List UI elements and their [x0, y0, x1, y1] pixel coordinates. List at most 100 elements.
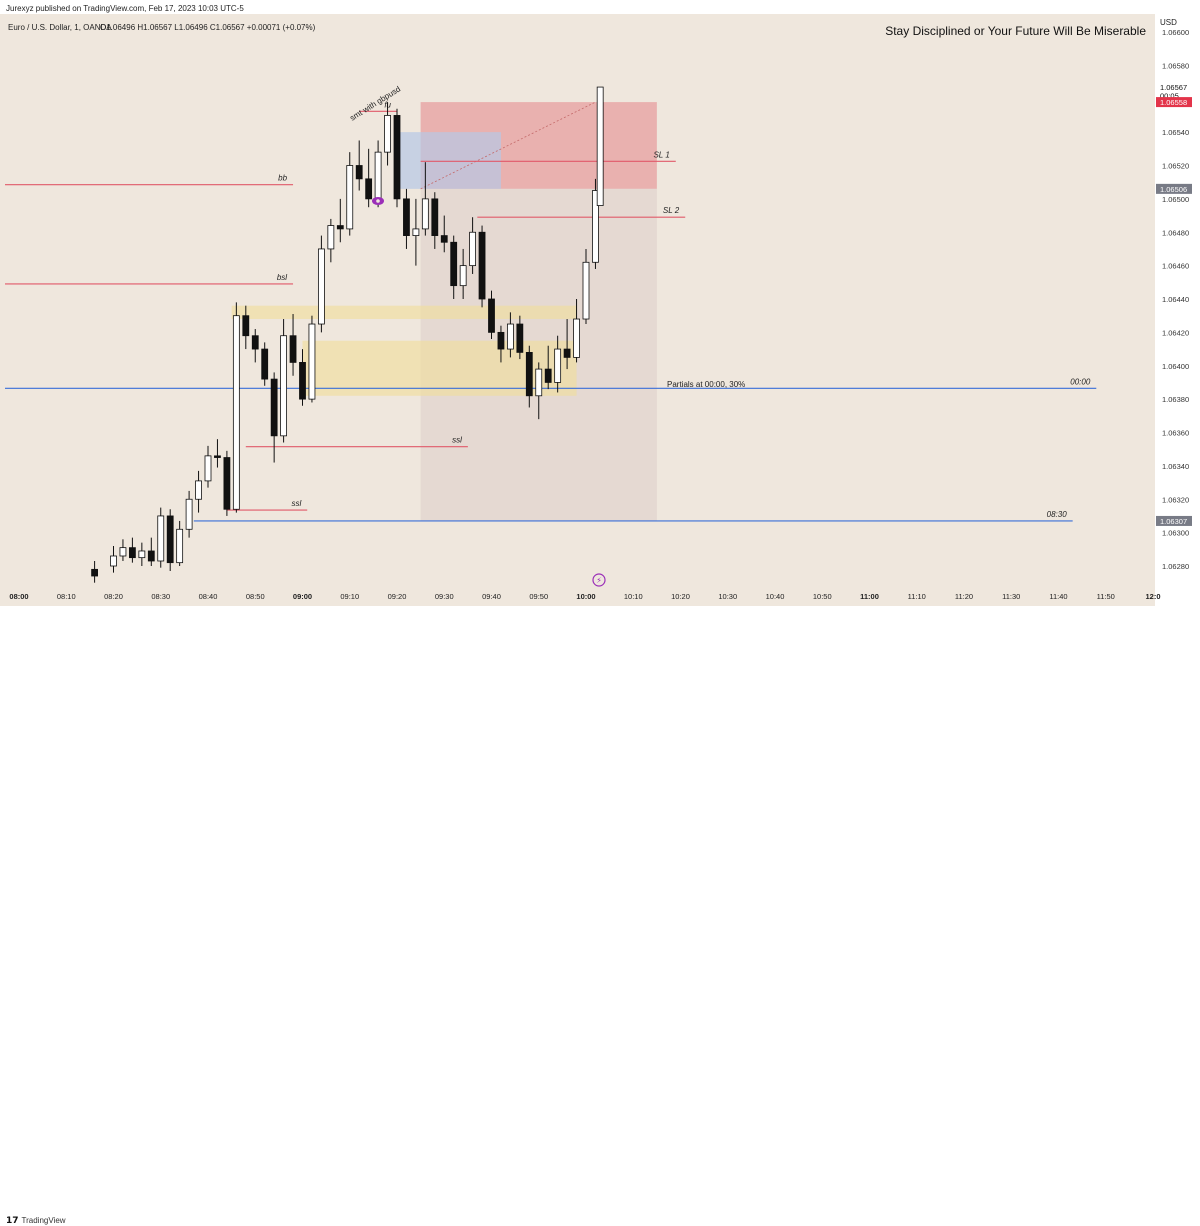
- candle-body-5: [147, 550, 155, 562]
- candle-body-42: [497, 331, 505, 350]
- y-tick-7: 1.06440: [1162, 295, 1189, 304]
- x-tick-21: 11:30: [1002, 592, 1020, 601]
- candle-body-29: [374, 151, 382, 200]
- candle-body-24: [327, 225, 335, 250]
- price-label-bg-3: [1156, 183, 1192, 194]
- eye-pupil-icon: [376, 199, 380, 203]
- chart-headline: Stay Disciplined or Your Future Will Be …: [885, 24, 1146, 38]
- lightning-icon: ⚡: [596, 576, 602, 585]
- candle-body-30: [384, 115, 391, 153]
- x-tick-15: 10:30: [718, 592, 737, 601]
- x-tick-4: 08:40: [199, 592, 218, 601]
- x-tick-12: 10:00: [576, 592, 595, 601]
- x-tick-6: 09:00: [293, 592, 312, 601]
- y-tick-1: 1.06580: [1162, 61, 1189, 70]
- candle-body-32: [403, 198, 410, 236]
- level-label-8: 08:30: [1047, 510, 1068, 519]
- candle-body-25: [336, 225, 344, 230]
- candle-body-33: [412, 228, 420, 236]
- candle-body-19: [280, 335, 288, 437]
- candle-body-16: [251, 335, 259, 350]
- y-axis-ticks: 1.06600 1.06580 1.06540 1.06520 1.06500 1.064…: [1156, 28, 1192, 571]
- currency-label: USD: [1160, 18, 1177, 27]
- x-tick-7: 09:10: [340, 592, 359, 601]
- candle-body-39: [469, 231, 477, 267]
- candle-body-40: [478, 231, 486, 300]
- x-tick-0: 08:00: [9, 592, 28, 601]
- candle-body-53: [596, 86, 604, 206]
- risk-diagonal: [420, 101, 596, 190]
- candle-body-23: [317, 248, 325, 325]
- price-label-bg-4: [1156, 515, 1192, 526]
- x-tick-24: 12:0: [1145, 592, 1160, 601]
- footer: 𝟭𝟳 TradingView: [0, 606, 1200, 1225]
- y-tick-9: 1.06400: [1162, 362, 1189, 371]
- candle-body-41: [488, 298, 495, 333]
- x-tick-19: 11:10: [908, 592, 926, 601]
- level-label-0: bb: [278, 174, 287, 183]
- y-tick-6: 1.06460: [1162, 262, 1189, 271]
- x-tick-13: 10:10: [624, 592, 643, 601]
- risk-reward-tool[interactable]: [420, 101, 596, 190]
- price-axis[interactable]: [1155, 14, 1200, 606]
- candle-body-52: [592, 190, 599, 263]
- level-label-3: ssl: [291, 499, 301, 508]
- y-tick-0: 1.06600: [1162, 28, 1189, 37]
- candle-body-27: [355, 165, 363, 180]
- footer-brand: TradingView: [21, 1216, 66, 1225]
- candle-body-9: [185, 498, 193, 530]
- candle-body-28: [365, 178, 373, 200]
- y-tick-10: 1.06380: [1162, 395, 1189, 404]
- event-flag-icon[interactable]: [592, 573, 606, 587]
- x-tick-20: 11:20: [955, 592, 973, 601]
- level-label-4: SL 1: [653, 150, 669, 159]
- x-tick-11: 09:50: [529, 592, 548, 601]
- x-tick-5: 08:50: [246, 592, 265, 601]
- publisher-line: Jurexyz published on TradingView.com, Fe…: [6, 4, 244, 13]
- candle-body-4: [138, 550, 146, 559]
- x-tick-17: 10:50: [813, 592, 832, 601]
- x-tick-10: 09:40: [482, 592, 501, 601]
- annotation-partials: Partials at 00:00, 30%: [667, 380, 745, 389]
- candle-body-13: [223, 457, 231, 510]
- x-tick-14: 10:20: [671, 592, 690, 601]
- x-tick-9: 09:30: [435, 592, 454, 601]
- level-label-5: SL 2: [663, 206, 680, 215]
- x-tick-22: 11:40: [1049, 592, 1067, 601]
- price-label-bg-2: [1156, 97, 1192, 108]
- candle-body-38: [459, 265, 467, 287]
- y-tick-4: 1.06500: [1162, 195, 1189, 204]
- tradingview-logo[interactable]: 𝟭𝟳 TradingView: [6, 1215, 66, 1226]
- candle-body-35: [431, 198, 439, 236]
- candle-body-3: [128, 547, 136, 559]
- publisher-bar: Jurexyz published on TradingView.com, Fe…: [0, 0, 1200, 16]
- x-tick-18: 11:00: [860, 592, 879, 601]
- candle-body-20: [289, 335, 297, 363]
- candle-body-21: [299, 362, 306, 400]
- level-label-1: bsl: [277, 273, 287, 282]
- level-label-7: 00:00: [1070, 377, 1091, 386]
- x-tick-2: 08:20: [104, 592, 123, 601]
- ohlc-readout: O1.06496 H1.06567 L1.06496 C1.06567 +0.0…: [100, 23, 316, 32]
- symbol-info: Euro / U.S. Dollar, 1, OANDA: [8, 23, 112, 32]
- y-tick-3: 1.06520: [1162, 162, 1189, 171]
- candle-body-15: [242, 315, 250, 337]
- level-label-2: ssl: [452, 436, 462, 445]
- y-tick-12: 1.06340: [1162, 462, 1189, 471]
- x-tick-8: 09:20: [388, 592, 407, 601]
- y-tick-14: 1.06300: [1162, 529, 1189, 538]
- candle-body-46: [535, 368, 543, 397]
- candle-body-11: [204, 455, 212, 482]
- candle-body-43: [506, 323, 514, 350]
- price-label-0: 1.06567: [1160, 83, 1187, 92]
- price-label-4: 1.06307: [1160, 517, 1187, 526]
- x-tick-1: 08:10: [57, 592, 76, 601]
- candle-body-31: [393, 115, 401, 200]
- candle-body-14: [232, 315, 240, 510]
- y-tick-11: 1.06360: [1162, 429, 1189, 438]
- candle-body-10: [195, 480, 202, 500]
- x-axis-ticks: 08:00 08:10 08:20 08:30 08:40 08:50 09:00 09:10…: [9, 592, 1160, 601]
- candle-body-7: [166, 515, 174, 564]
